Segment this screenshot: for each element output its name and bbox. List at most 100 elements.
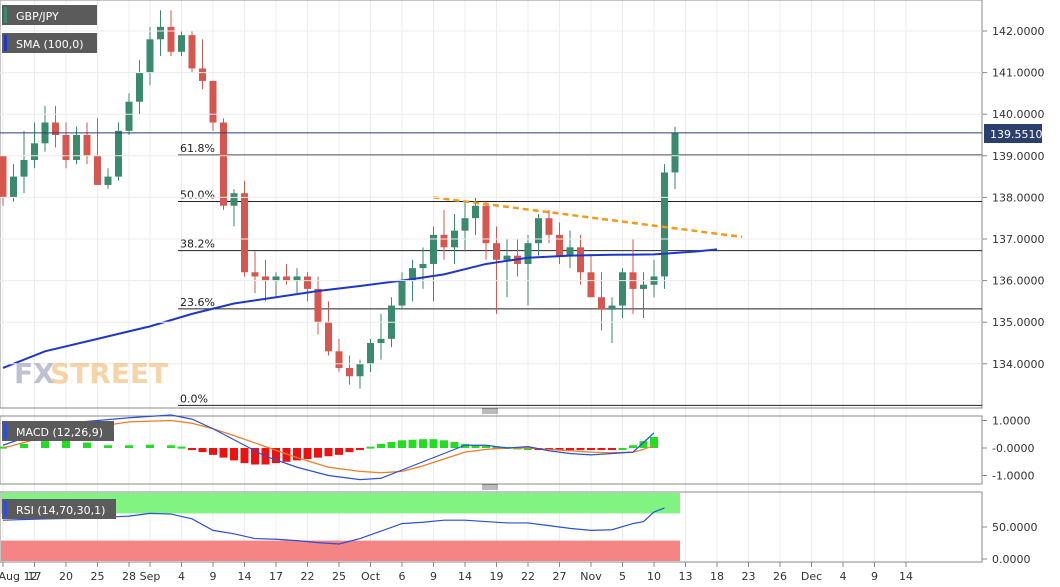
date-tick-label: 17 [269, 570, 283, 583]
macd-tag-bg [2, 421, 114, 441]
macd-tick-label: 1.0000 [992, 415, 1031, 428]
date-tick-label: Aug 12 [0, 570, 37, 583]
macd-hist-bar [524, 448, 532, 450]
macd-hist-bar [83, 442, 91, 448]
candle-body [188, 35, 196, 69]
candle-body [335, 351, 343, 368]
macd-hist-bar [272, 448, 280, 464]
macd-hist-bar [104, 445, 112, 448]
fib-label: 23.6% [180, 296, 215, 309]
macd-hist-bar [482, 445, 490, 448]
rsi-panel: 50.0000 0.0000 [0, 491, 1038, 566]
macd-hist-bar [303, 448, 312, 459]
macd-hist-bar [345, 448, 354, 453]
date-tick-label: 14 [899, 570, 913, 583]
legend-symbol[interactable]: GBP/JPY [2, 5, 97, 25]
candle-body [272, 276, 280, 281]
macd-hist-bar [608, 448, 616, 450]
candle-body [20, 159, 28, 177]
rsi-tick-label: 50.0000 [992, 521, 1038, 534]
macd-hist-bar [282, 448, 291, 462]
candle-body [398, 280, 406, 306]
macd-hist-bar [429, 439, 438, 448]
candle-body [104, 176, 112, 185]
candle-body [556, 234, 563, 256]
date-tick-label: 4 [840, 570, 847, 583]
macd-hist-bar [167, 445, 175, 448]
candle-body [62, 135, 70, 160]
candle-body [608, 305, 616, 310]
legend-macd[interactable]: MACD (12,26,9) [2, 421, 114, 441]
candle-body [377, 338, 385, 343]
resize-handle-rsi[interactable] [482, 484, 498, 490]
date-tick-label: 9 [210, 570, 217, 583]
candle-body [440, 234, 448, 248]
date-tick-label: 20 [59, 570, 73, 583]
macd-hist-bar [146, 444, 154, 448]
candle-body [136, 72, 143, 102]
macd-hist-bar [366, 446, 375, 449]
resize-handle-macd[interactable] [482, 408, 498, 414]
macd-hist-bar [251, 448, 259, 465]
fib-label: 38.2% [180, 238, 215, 251]
macd-hist-bar [450, 441, 459, 448]
price-tick-label: 137.0000 [992, 233, 1045, 246]
macd-hist-bar [629, 445, 637, 448]
macd-hist-bar [639, 441, 648, 448]
candle-body [304, 276, 311, 289]
candle-body [209, 80, 217, 123]
macd-panel: 1.0000 -0.0000 -1.0000 [0, 414, 1034, 485]
rsi-color-chip [4, 501, 7, 517]
symbol-color-chip [4, 7, 7, 23]
trendline [433, 196, 743, 239]
candle-body [325, 322, 332, 352]
macd-color-chip [4, 423, 7, 439]
macd-hist-bar [125, 445, 133, 448]
macd-hist-bar [408, 439, 417, 448]
macd-hist-bar [587, 448, 595, 450]
macd-hist-bar [566, 448, 574, 451]
candle-body [524, 243, 532, 264]
candle-body [409, 268, 416, 281]
macd-hist-bar [62, 439, 70, 448]
date-tick-label: Oct [361, 570, 381, 583]
date-tick-label: 9 [871, 570, 878, 583]
sma-line [2, 248, 718, 369]
macd-axis: 1.0000 -0.0000 -1.0000 [982, 415, 1034, 483]
macd-hist-bar [618, 448, 627, 450]
macd-line [2, 414, 655, 481]
date-tick-label: 9 [430, 570, 437, 583]
macd-hist-bar [387, 441, 396, 448]
candle-body [566, 247, 574, 256]
macd-hist-bar [650, 437, 658, 448]
macd-hist-bar [177, 446, 186, 449]
last-price-value: 139.5510 [990, 128, 1043, 141]
price-tick-label: 135.0000 [992, 316, 1045, 329]
macd-hist-bar [461, 443, 469, 448]
candle-body [167, 26, 175, 52]
legend-sma[interactable]: SMA (100,0) [2, 33, 97, 53]
macd-hist-bar [377, 443, 385, 448]
macd-hist-bar [293, 448, 301, 461]
macd-hist-bar [209, 448, 217, 455]
price-tag-bg [984, 124, 1042, 143]
legend-rsi[interactable]: RSI (14,70,30,1) [2, 499, 116, 519]
price-tick-label: 134.0000 [992, 358, 1045, 371]
price-tick-label: 136.0000 [992, 275, 1045, 288]
candle-body [346, 367, 353, 377]
candle-body [503, 255, 511, 260]
candle-body [178, 35, 185, 52]
macd-hist-bar [576, 448, 585, 450]
candle-body [10, 176, 17, 198]
date-tick-label: 14 [458, 570, 472, 583]
candle-body [640, 284, 647, 289]
candle-body [241, 193, 248, 273]
fib-label: 61.8% [180, 142, 215, 155]
date-tick-label: 19 [490, 570, 504, 583]
macd-hist-bar [41, 441, 49, 448]
macd-hist-bar [492, 446, 501, 449]
macd-label: MACD (12,26,9) [16, 426, 103, 439]
candle-body [73, 135, 80, 160]
rsi-overbought-zone [1, 493, 680, 514]
